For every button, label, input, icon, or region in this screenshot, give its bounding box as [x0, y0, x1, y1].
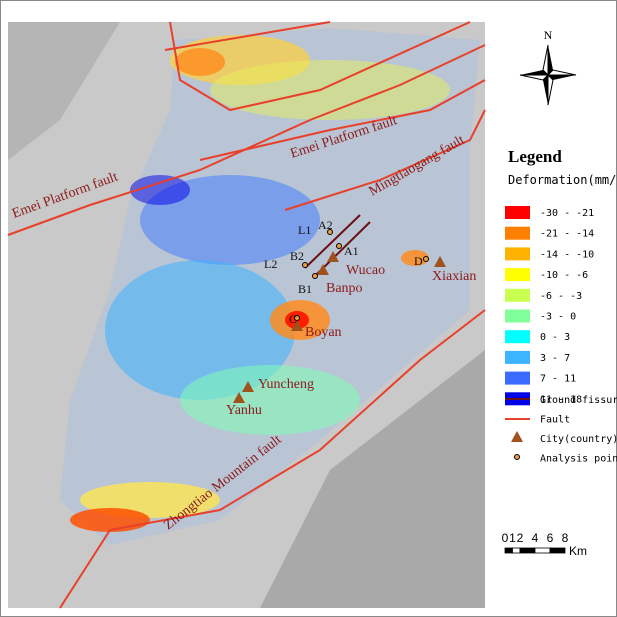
- point-label: A1: [344, 244, 359, 258]
- legend-swatch: [505, 351, 530, 364]
- city-label: Xiaxian: [432, 269, 476, 284]
- scale-segment: [520, 548, 535, 553]
- legend-label: -10 - -6: [540, 270, 588, 281]
- point-label: B1: [298, 282, 312, 296]
- scale-tick-label: 6: [547, 531, 554, 545]
- point-label: B2: [290, 249, 304, 263]
- scale-segment: [505, 548, 513, 553]
- legend-symbol-label: Fault: [540, 415, 570, 426]
- legend-label: -14 - -10: [540, 249, 594, 260]
- city-label: Yanhu: [226, 403, 262, 418]
- city-label: Banpo: [326, 281, 363, 296]
- legend-swatch: [505, 247, 530, 260]
- city-label: Wucao: [346, 263, 385, 278]
- scale-segment: [513, 548, 521, 553]
- scale-tick-label: 4: [532, 531, 539, 545]
- point-label: D: [414, 254, 423, 268]
- legend-swatch: [505, 206, 530, 219]
- analysis-point: [313, 274, 318, 279]
- map-area: [8, 22, 485, 608]
- scale-segment: [550, 548, 565, 553]
- point-symbol: [515, 455, 520, 460]
- legend-symbol-label: City(country): [540, 434, 617, 445]
- analysis-point: [424, 257, 429, 262]
- legend-label: 7 - 11: [540, 374, 576, 385]
- point-label: L2: [264, 257, 277, 271]
- legend-subtitle: Deformation(mm/y): [508, 173, 617, 187]
- legend-swatch: [505, 227, 530, 240]
- map-figure: Emei Platform faultEmei Platform faultMi…: [0, 0, 617, 617]
- legend-label: 3 - 7: [540, 353, 570, 364]
- legend-label: -6 - -3: [540, 291, 582, 302]
- legend-swatch: [505, 268, 530, 281]
- scale-segment: [535, 548, 550, 553]
- legend-swatch: [505, 372, 530, 385]
- scale-tick-label: 8: [562, 531, 569, 545]
- point-label: C: [289, 312, 297, 326]
- legend-swatch: [505, 310, 530, 323]
- legend-swatch: [505, 289, 530, 302]
- analysis-point: [337, 244, 342, 249]
- point-label: L1: [298, 223, 311, 237]
- city-label: Yuncheng: [258, 377, 314, 392]
- scale-tick-label: 1: [509, 531, 516, 545]
- legend-label: -3 - 0: [540, 312, 576, 323]
- scale-unit: Km: [569, 544, 587, 558]
- legend-title: Legend: [508, 147, 562, 166]
- legend-label: -30 - -21: [540, 208, 594, 219]
- legend-swatch: [505, 330, 530, 343]
- compass-label: N: [544, 28, 553, 42]
- point-label: A2: [318, 218, 333, 232]
- analysis-point: [303, 263, 308, 268]
- city-label: Boyan: [305, 325, 342, 340]
- legend-symbol-label: Ground fissure: [540, 395, 617, 406]
- scale-tick-label: 2: [517, 531, 524, 545]
- legend-label: 0 - 3: [540, 332, 570, 343]
- legend-label: -21 - -14: [540, 229, 594, 240]
- scale-tick-label: 0: [502, 531, 509, 545]
- legend-symbol-label: Analysis points: [540, 454, 617, 465]
